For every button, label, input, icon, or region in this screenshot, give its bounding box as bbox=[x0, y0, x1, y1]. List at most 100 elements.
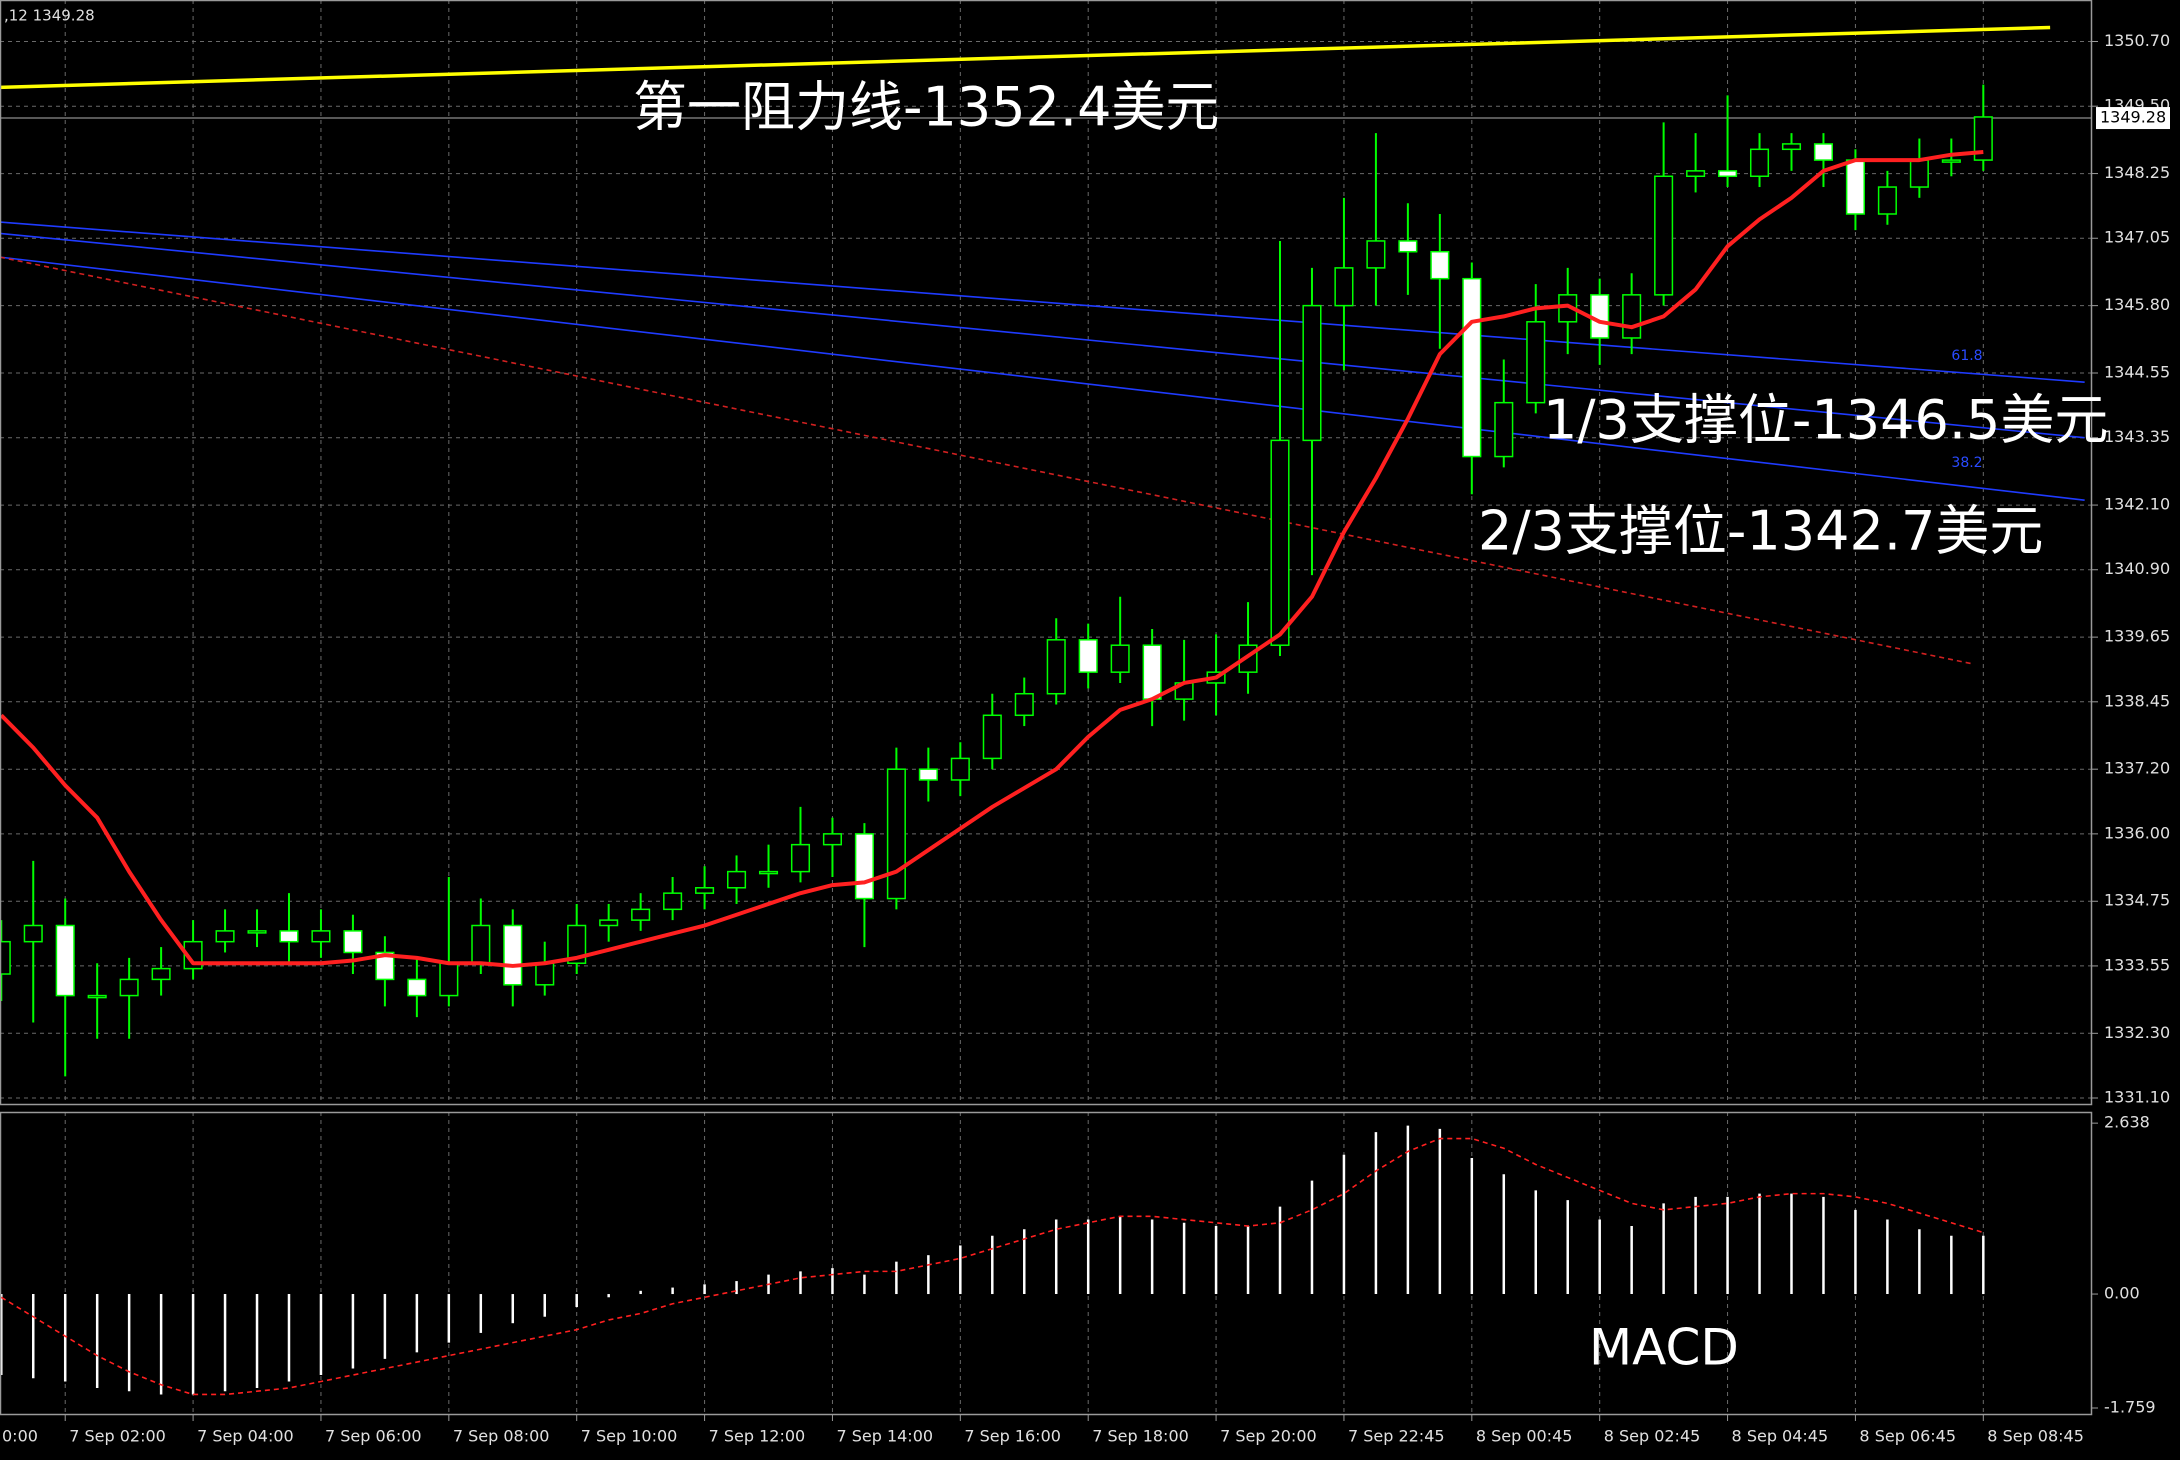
y-tick-label: 1343.35 bbox=[2104, 427, 2170, 446]
candle-body bbox=[1941, 159, 1961, 163]
macd-frame bbox=[0, 1111, 2093, 1416]
candle-body bbox=[727, 870, 747, 889]
trend-line bbox=[0, 256, 1974, 665]
fib-label: 61.8 bbox=[1951, 348, 1982, 364]
x-tick-label: 7 Sep 06:00 bbox=[325, 1427, 422, 1446]
candle-body bbox=[119, 978, 139, 997]
x-tick-label: 7 Sep 20:00 bbox=[1220, 1427, 1317, 1446]
candle-body bbox=[215, 930, 235, 943]
y-tick-label: 1339.65 bbox=[2104, 627, 2170, 646]
candle-body bbox=[87, 994, 107, 999]
candle-body bbox=[1110, 644, 1130, 673]
candle-body bbox=[695, 887, 715, 894]
candle-body bbox=[1270, 439, 1290, 646]
x-tick-label: 7 Sep 22:45 bbox=[1348, 1427, 1445, 1446]
candle-body bbox=[758, 870, 779, 875]
candle-body bbox=[854, 833, 874, 900]
candle-body bbox=[535, 962, 555, 986]
y-tick-label: 1344.55 bbox=[2104, 363, 2170, 382]
candle-body bbox=[247, 930, 267, 934]
x-tick-label: 7 Sep 04:00 bbox=[197, 1427, 294, 1446]
candle-body bbox=[279, 930, 299, 943]
x-tick-label: 8 Sep 08:45 bbox=[1987, 1427, 2084, 1446]
candle-body bbox=[503, 924, 523, 986]
candle-body bbox=[1430, 250, 1450, 280]
candle-body bbox=[1973, 116, 1993, 161]
x-tick-label: 7 Sep 16:00 bbox=[964, 1427, 1061, 1446]
candle-body bbox=[151, 967, 171, 981]
candle-body bbox=[1909, 159, 1929, 188]
moving-average bbox=[0, 150, 1984, 968]
candle-body bbox=[1366, 240, 1386, 269]
candle-body bbox=[886, 768, 906, 900]
trend-line bbox=[0, 221, 2085, 383]
y-tick-label: 1342.10 bbox=[2104, 495, 2170, 514]
annotation: 第一阻力线-1352.4美元 bbox=[633, 76, 1219, 139]
candle-body bbox=[1686, 170, 1706, 178]
candle-body bbox=[1877, 186, 1897, 215]
x-tick-label: 7 Sep 14:00 bbox=[836, 1427, 933, 1446]
y-tick-label: 1350.70 bbox=[2104, 31, 2170, 50]
y-tick-label: 1334.75 bbox=[2104, 891, 2170, 910]
y-tick-label: 0.00 bbox=[2104, 1284, 2140, 1303]
candle-body bbox=[55, 924, 75, 997]
candle-body bbox=[0, 940, 11, 975]
x-tick-label: 7 Sep 18:00 bbox=[1092, 1427, 1189, 1446]
candle-body bbox=[950, 757, 970, 781]
candle-body bbox=[311, 930, 331, 943]
candle-body bbox=[918, 768, 938, 781]
candle-body bbox=[1014, 692, 1034, 717]
y-tick-label: 1336.00 bbox=[2104, 823, 2170, 842]
y-tick-label: 1347.05 bbox=[2104, 228, 2170, 247]
candle-body bbox=[1718, 170, 1738, 178]
candle-body bbox=[1398, 240, 1418, 253]
x-tick-label: 0:00 bbox=[2, 1427, 38, 1446]
trend-line bbox=[0, 256, 2085, 502]
candle-body bbox=[439, 962, 459, 997]
candle-body bbox=[599, 919, 619, 927]
candle-body bbox=[663, 892, 683, 911]
candle-body bbox=[1078, 639, 1098, 673]
candle-body bbox=[982, 714, 1002, 760]
annotation: 1/3支撑位-1346.5美元 bbox=[1543, 389, 2108, 452]
candle-body bbox=[1494, 401, 1514, 458]
candle-body bbox=[1781, 143, 1802, 151]
candle-body bbox=[343, 930, 363, 954]
candle-body bbox=[471, 924, 491, 964]
axes: 1350.701349.501348.251347.051345.801344.… bbox=[2, 31, 2170, 1446]
x-tick-label: 8 Sep 06:45 bbox=[1859, 1427, 1956, 1446]
candle-body bbox=[1654, 175, 1674, 296]
candle-body bbox=[790, 843, 811, 873]
y-tick-label: 2.638 bbox=[2104, 1113, 2150, 1132]
current-price-box bbox=[2096, 107, 2170, 130]
x-tick-label: 7 Sep 08:00 bbox=[453, 1427, 550, 1446]
price-panel: 61.8 38.2 bbox=[0, 0, 2092, 1105]
y-tick-label: 1338.45 bbox=[2104, 691, 2170, 710]
price-frame bbox=[0, 0, 2093, 1106]
current-price-label: 1349.28 bbox=[2100, 108, 2166, 127]
trend-line bbox=[0, 25, 2051, 90]
candle-body bbox=[1622, 294, 1642, 339]
y-tick-label: 1333.55 bbox=[2104, 955, 2170, 974]
trend-line bbox=[0, 232, 2085, 439]
x-tick-label: 8 Sep 02:45 bbox=[1604, 1427, 1701, 1446]
y-tick-label: 1345.80 bbox=[2104, 295, 2170, 314]
candle-body bbox=[631, 908, 651, 921]
y-tick-label: 1337.20 bbox=[2104, 759, 2170, 778]
candle-body bbox=[375, 951, 395, 981]
x-tick-label: 8 Sep 04:45 bbox=[1732, 1427, 1829, 1446]
y-tick-label: 1332.30 bbox=[2104, 1023, 2170, 1042]
fib-label: 38.2 bbox=[1951, 455, 1982, 471]
info-text: ,12 1349.28 bbox=[4, 7, 95, 25]
x-tick-label: 7 Sep 10:00 bbox=[581, 1427, 678, 1446]
y-tick-label: 1331.10 bbox=[2104, 1087, 2170, 1106]
y-tick-label: 1340.90 bbox=[2104, 559, 2170, 578]
candle-body bbox=[1749, 148, 1770, 178]
candle-body bbox=[1590, 294, 1610, 339]
annotation: 2/3支撑位-1342.7美元 bbox=[1478, 500, 2043, 563]
candle-body bbox=[1046, 639, 1066, 695]
candle-body bbox=[23, 924, 43, 943]
x-tick-label: 7 Sep 12:00 bbox=[709, 1427, 806, 1446]
